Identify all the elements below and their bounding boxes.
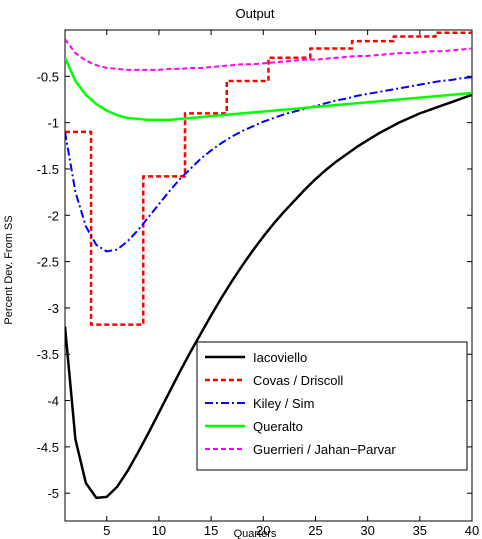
y-tick-label: -1.5 xyxy=(37,162,59,177)
y-tick-label: -2.5 xyxy=(37,255,59,270)
series-line-kiley-sim xyxy=(65,76,472,253)
legend-entry: Iacoviello xyxy=(253,350,307,365)
y-axis-label: Percent Dev. From SS xyxy=(3,215,15,324)
legend-entry: Guerrieri / Jahan−Parvar xyxy=(253,442,396,457)
legend-entry: Covas / Driscoll xyxy=(253,373,343,388)
x-tick-label: 30 xyxy=(360,523,374,538)
x-tick-label: 10 xyxy=(152,523,166,538)
y-tick-label: -2 xyxy=(47,208,59,223)
series-line-guerrieri-jahan-parvar xyxy=(65,38,472,71)
legend-box xyxy=(196,341,468,471)
series-group xyxy=(65,31,472,500)
series-line-queralto xyxy=(65,57,472,122)
y-tick-label: -5 xyxy=(47,486,59,501)
x-tick-label: 25 xyxy=(308,523,322,538)
plot-area: 5 10 15 20 25 30 35 40 -5 -4.5 -4 -3.5 -3 -2.5 -2 -1.5 -… xyxy=(37,29,479,538)
legend-entry: Kiley / Sim xyxy=(253,396,314,411)
y-tick-label: -0.5 xyxy=(37,69,59,84)
y-tick-label: -3 xyxy=(47,301,59,316)
legend-entry: Queralto xyxy=(253,419,303,434)
x-tick-label: 5 xyxy=(103,523,110,538)
x-axis-label: Quarters xyxy=(234,528,277,539)
x-tick-label: 20 xyxy=(256,523,270,538)
series-line-iacoviello xyxy=(65,93,472,500)
series-line-covas-driscoll xyxy=(65,31,472,326)
plot-frame xyxy=(64,29,473,522)
x-tick-label: 40 xyxy=(465,523,479,538)
chart-title: Output xyxy=(235,6,274,21)
x-tick-label: 35 xyxy=(413,523,427,538)
y-tick-label: -3.5 xyxy=(37,347,59,362)
x-tick-label: 15 xyxy=(204,523,218,538)
y-tick-label: -4.5 xyxy=(37,440,59,455)
y-tick-label: -4 xyxy=(47,394,59,409)
y-tick-label: -1 xyxy=(47,116,59,131)
